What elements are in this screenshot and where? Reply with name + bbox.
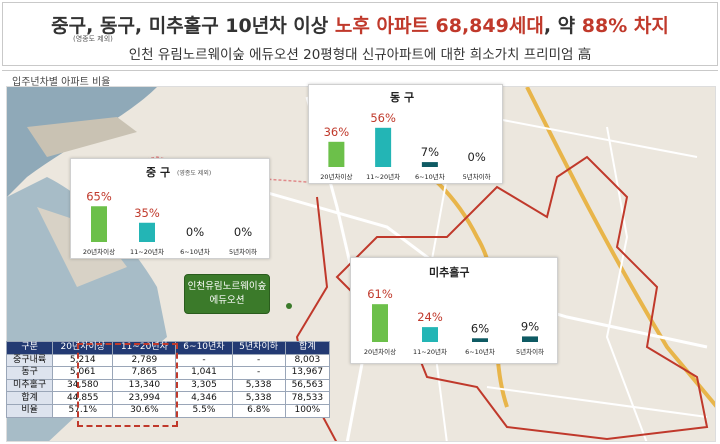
table-row-label: 미추홀구 [5, 378, 54, 393]
table-cell: 13,967 [284, 366, 331, 380]
category-label: 6~10년차 [180, 247, 210, 256]
table-cell: 34,580 [52, 378, 114, 393]
bar [328, 141, 345, 167]
table-cell: 30.6% [112, 403, 177, 418]
table-cell: - [231, 353, 286, 368]
table-row: 합계 44,855 23,994 4,346 5,338 78,533 [5, 391, 331, 405]
chart-note-junggu: (영종도 제외) [177, 170, 212, 177]
table-header-cell: 5년차이하 [231, 341, 286, 355]
chart-title-junggu: 중 구 [146, 166, 171, 179]
chart-title-donggu: 동 구 [390, 91, 415, 104]
table-header-cell: 합계 [284, 341, 331, 355]
table-header-cell: 6~10년차 [175, 341, 233, 355]
table-cell: 44,855 [52, 391, 114, 405]
chart-card-michuhol: 미추홀구 61% 20년차이상 24% 11~20년차 6% 6~10년차 9% 5년차이하 [350, 257, 558, 364]
table-row-label: 합계 [5, 391, 54, 405]
table-row-label: 동구 [5, 366, 54, 380]
bar-value-label: 36% [324, 125, 350, 139]
category-label: 11~20년차 [130, 247, 164, 256]
location-callout: 인천유림노르웨이숲 에듀오션 [184, 274, 270, 314]
table-cell: 57.1% [52, 403, 114, 418]
table-cell: 13,340 [112, 378, 177, 393]
bar-value-label: 0% [234, 225, 252, 239]
bar-value-label: 35% [134, 206, 160, 220]
bar [375, 127, 392, 167]
headline-mid: , 약 [543, 15, 582, 37]
table-cell: 8,003 [284, 353, 331, 368]
table-row: 동구 5,061 7,865 1,041-13,967 [5, 366, 331, 380]
table-row-label: 중구내륙 [5, 353, 54, 368]
table-row: 비율 57.1% 30.6% 5.5% 6.8% 100% [5, 403, 331, 418]
table-header-row: 구분 20년차이상 11~20년차 6~10년차 5년차이하 합계 [5, 341, 331, 355]
subtitle: 인천 유림노르웨이숲 에듀오션 20평형대 신규아파트에 대한 희소가치 프리미… [128, 47, 592, 63]
headline-prefix: 중구, 동구, 미추홀구 10년차 이상 [51, 15, 335, 37]
table-header-cell: 20년차이상 [52, 341, 114, 355]
section-label: 입주년차별 아파트 비율 [12, 77, 111, 88]
bar [91, 206, 107, 242]
table-cell: 1,041 [175, 366, 233, 380]
category-label: 5년차이하 [516, 347, 544, 356]
bar-value-label: 56% [370, 111, 396, 125]
table-cell: 5,338 [231, 378, 286, 393]
category-label: 5년차이하 [229, 247, 257, 256]
bar-value-label: 61% [367, 287, 393, 301]
table-cell: 5.5% [175, 403, 233, 418]
table-cell: 6.8% [231, 403, 286, 418]
category-label: 11~20년차 [366, 172, 400, 181]
bar-value-label: 7% [421, 145, 439, 159]
bar [139, 222, 155, 242]
bar [421, 162, 438, 167]
category-label: 6~10년차 [415, 172, 445, 181]
bar-chart-michuhol: 61% 20년차이상 24% 11~20년차 6% 6~10년차 9% 5년차이하 [364, 287, 544, 356]
bar [372, 304, 388, 342]
table-cell: 4,346 [175, 391, 233, 405]
table-cell: 56,563 [284, 378, 331, 393]
table-cell: 5,338 [231, 391, 286, 405]
headline-highlight: 노후 아파트 68,849세대 [334, 15, 544, 37]
headline: 중구, 동구, 미추홀구 10년차 이상 노후 아파트 68,849세대, 약 … [3, 11, 717, 38]
category-label: 20년차이상 [364, 347, 396, 356]
chart-card-donggu: 동 구 36% 20년차이상 56% 11~20년차 7% 6~10년차 0% 5년차이하 [308, 84, 503, 184]
table-cell: 100% [284, 403, 331, 418]
table-cell: - [231, 366, 286, 380]
callout-line-2: 에듀오션 [209, 295, 245, 306]
bar-value-label: 0% [186, 225, 204, 239]
chart-title-michuhol: 미추홀구 [429, 266, 470, 279]
callout-line-1: 인천유림노르웨이숲 [187, 281, 267, 292]
table-cell: 5,214 [52, 353, 114, 368]
headline-highlight-2: 88% 차지 [581, 15, 669, 37]
bar-chart-junggu: 65% 20년차이상 35% 11~20년차 0% 6~10년차 0% 5년차이하 [83, 189, 257, 256]
table-row: 중구내륙 5,214 2,789- -8,003 [5, 353, 331, 368]
table-cell: 23,994 [112, 391, 177, 405]
table-row-label: 비율 [5, 403, 54, 418]
bar-value-label: 24% [417, 310, 443, 324]
bar [422, 327, 438, 342]
bar-value-label: 0% [468, 150, 486, 164]
bar-chart-donggu: 36% 20년차이상 56% 11~20년차 7% 6~10년차 0% 5년차이하 [320, 111, 491, 181]
bar-value-label: 65% [86, 189, 112, 203]
stats-table: 구분 20년차이상 11~20년차 6~10년차 5년차이하 합계 중구내륙 5,… [5, 341, 331, 418]
category-label: 20년차이상 [83, 247, 115, 256]
table-cell: 7,865 [112, 366, 177, 380]
chart-card-junggu: 중 구 (영종도 제외) 65% 20년차이상 35% 11~20년차 0% 6~10년차… [70, 158, 270, 259]
title-box: 중구, 동구, 미추홀구 10년차 이상 노후 아파트 68,849세대, 약 … [2, 2, 718, 66]
headline-note: (영종도 제외) [73, 35, 113, 43]
section-bar: 입주년차별 아파트 비율 [2, 70, 718, 88]
bar [522, 336, 538, 342]
bar [472, 338, 488, 342]
category-label: 11~20년차 [413, 347, 447, 356]
table-cell: - [175, 353, 233, 368]
table-header-cell: 11~20년차 [112, 341, 177, 355]
bar-value-label: 9% [521, 319, 539, 333]
table-cell: 5,061 [52, 366, 114, 380]
table-header-cell: 구분 [5, 341, 54, 355]
table-cell: 3,305 [175, 378, 233, 393]
bar-value-label: 6% [471, 321, 489, 335]
table-cell: 78,533 [284, 391, 331, 405]
table-row: 미추홀구 34,580 13,340 3,305 5,338 56,563 [5, 378, 331, 393]
category-label: 6~10년차 [465, 347, 495, 356]
category-label: 5년차이하 [463, 172, 491, 181]
table-cell: 2,789 [112, 353, 177, 368]
category-label: 20년차이상 [320, 172, 352, 181]
